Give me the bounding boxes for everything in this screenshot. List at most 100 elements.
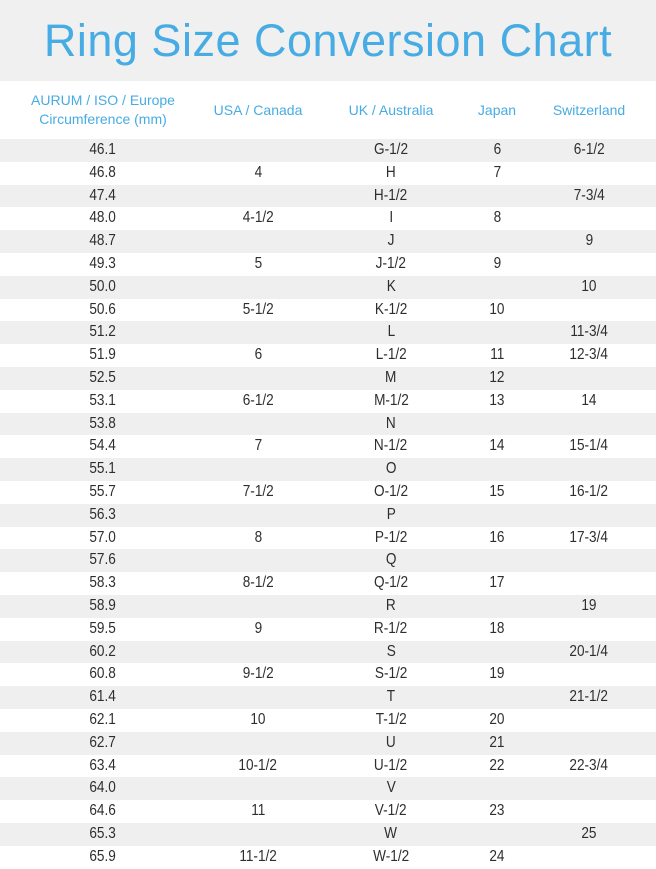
cell-uk-australia: W (310, 823, 472, 846)
cell-circumference: 65.9 (0, 846, 206, 869)
cell-circumference: 57.6 (0, 549, 206, 572)
table-header-row: AURUM / ISO / Europe Circumference (mm) US… (0, 81, 656, 139)
cell-circumference: 47.4 (0, 185, 206, 208)
cell-usa-canada (206, 777, 310, 800)
cell-switzerland (522, 618, 656, 641)
table-row: 64.6 11 V-1/2 23 (0, 800, 656, 823)
column-header-line: AURUM / ISO / Europe (31, 92, 175, 108)
cell-switzerland: 19 (522, 595, 656, 618)
cell-japan: 20 (472, 709, 522, 732)
cell-value: 9-1/2 (242, 665, 274, 683)
cell-switzerland: 20-1/4 (522, 641, 656, 664)
cell-value: K-1/2 (374, 300, 408, 318)
cell-value: S (386, 642, 396, 660)
cell-value: 17 (489, 574, 505, 592)
cell-uk-australia: U (310, 732, 472, 755)
column-header-line: USA / Canada (213, 101, 303, 118)
cell-usa-canada (206, 413, 310, 436)
cell-switzerland: 6-1/2 (522, 139, 656, 162)
table-row: 63.4 10-1/2 U-1/2 22 22-3/4 (0, 754, 656, 778)
cell-usa-canada: 4 (206, 162, 310, 185)
cell-value: 16-1/2 (569, 482, 609, 500)
cell-switzerland (522, 458, 656, 481)
cell-switzerland: 16-1/2 (522, 481, 656, 504)
cell-value: 7-1/2 (242, 482, 274, 500)
cell-uk-australia: J (310, 230, 472, 253)
cell-value: 61.4 (89, 688, 117, 706)
cell-japan (472, 686, 522, 709)
title-banner: Ring Size Conversion Chart (0, 0, 656, 81)
cell-usa-canada: 4-1/2 (206, 207, 310, 230)
cell-uk-australia: K-1/2 (310, 299, 472, 322)
cell-switzerland: 9 (522, 230, 656, 253)
cell-circumference: 57.0 (0, 527, 206, 550)
table-row: 52.5 M 12 (0, 366, 656, 390)
cell-switzerland (522, 572, 656, 595)
cell-japan: 16 (472, 527, 522, 550)
cell-switzerland (522, 504, 656, 527)
cell-uk-australia: O-1/2 (310, 481, 472, 504)
cell-japan: 11 (472, 344, 522, 367)
cell-uk-australia: L (310, 321, 472, 344)
table-row: 53.1 6-1/2 M-1/2 13 14 (0, 389, 656, 413)
table-row: 54.4 7 N-1/2 14 15-1/4 (0, 435, 656, 459)
cell-value: 57.6 (89, 551, 117, 569)
cell-japan: 10 (472, 299, 522, 322)
table-row: 65.3 W 25 (0, 822, 656, 846)
cell-value: 9 (585, 232, 593, 250)
cell-switzerland (522, 413, 656, 436)
cell-switzerland: 25 (522, 823, 656, 846)
cell-value: R-1/2 (374, 619, 408, 637)
cell-circumference: 48.0 (0, 207, 206, 230)
cell-value: 11-3/4 (570, 323, 608, 341)
table-row: 55.1 O (0, 458, 656, 481)
table-row: 46.1 G-1/2 6 6-1/2 (0, 139, 656, 162)
page-title: Ring Size Conversion Chart (43, 14, 613, 66)
cell-switzerland: 11-3/4 (522, 321, 656, 344)
column-header-line: UK / Australia (348, 101, 434, 118)
cell-usa-canada (206, 139, 310, 162)
cell-switzerland (522, 367, 656, 390)
column-header-circumference: AURUM / ISO / Europe Circumference (mm) (0, 81, 206, 139)
cell-value: 16 (489, 528, 505, 546)
table-row: 57.6 Q (0, 549, 656, 573)
cell-value: 20-1/4 (569, 642, 609, 660)
cell-japan (472, 458, 522, 481)
cell-value: 64.0 (89, 779, 117, 797)
cell-value: 17-3/4 (569, 528, 609, 546)
cell-switzerland (522, 732, 656, 755)
cell-usa-canada: 7 (206, 435, 310, 458)
cell-value: U-1/2 (374, 756, 408, 774)
cell-circumference: 56.3 (0, 504, 206, 527)
cell-usa-canada (206, 321, 310, 344)
cell-value: 59.5 (89, 619, 117, 637)
cell-uk-australia: V (310, 777, 472, 800)
cell-switzerland (522, 777, 656, 800)
cell-value: R (386, 596, 396, 614)
cell-value: 12 (489, 368, 505, 386)
cell-value: U (386, 733, 396, 751)
cell-value: Q-1/2 (373, 574, 408, 592)
cell-value: 46.8 (89, 163, 117, 181)
cell-value: O (385, 460, 397, 478)
cell-switzerland (522, 207, 656, 230)
cell-value: 11 (250, 802, 266, 820)
table-row: 60.2 S 20-1/4 (0, 640, 656, 664)
cell-circumference: 46.8 (0, 162, 206, 185)
cell-usa-canada: 10 (206, 709, 310, 732)
cell-circumference: 50.0 (0, 276, 206, 299)
cell-uk-australia: N-1/2 (310, 435, 472, 458)
column-header-switzerland: Switzerland (522, 81, 656, 139)
cell-circumference: 64.0 (0, 777, 206, 800)
cell-japan (472, 777, 522, 800)
cell-japan: 15 (472, 481, 522, 504)
cell-value: 19 (489, 665, 505, 683)
cell-value: W (384, 824, 398, 842)
column-header-line: Switzerland (552, 101, 626, 118)
cell-value: 62.1 (89, 710, 117, 728)
cell-circumference: 63.4 (0, 755, 206, 778)
cell-value: 51.9 (89, 346, 117, 364)
cell-value: 15 (489, 482, 505, 500)
cell-value: T (386, 688, 396, 706)
cell-value: 20 (489, 710, 505, 728)
